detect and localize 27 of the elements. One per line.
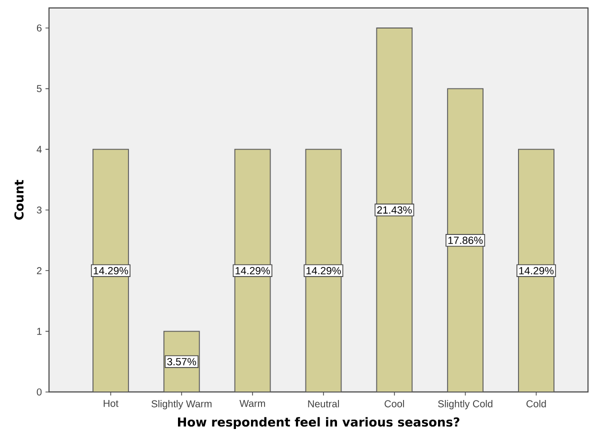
bar (305, 148, 342, 392)
x-tick-label: Hot (104, 400, 118, 407)
y-tick-label: 4 (36, 146, 42, 153)
annotation: 3.57% (167, 358, 196, 366)
x-tick-label: Neutral (308, 400, 339, 408)
bar (376, 28, 413, 392)
annotation: 21.43% (377, 206, 412, 214)
y-tick-label: 5 (36, 85, 42, 92)
x-tick-label: Cool (384, 400, 404, 408)
x-tick-label: Slightly Cold (438, 400, 492, 410)
annotation: 17.86% (448, 236, 483, 244)
y-tick-label: 3 (36, 206, 42, 214)
y-tick-label: 1 (37, 328, 42, 335)
annotation: 14.29% (94, 266, 128, 274)
bar (518, 148, 554, 392)
y-tick-label: 0 (36, 388, 42, 396)
y-tick-label: 2 (36, 267, 42, 274)
annotation: 14.29% (306, 266, 341, 274)
annotation: 14.29% (236, 266, 270, 274)
x-tick-label: Cold (526, 400, 546, 408)
y-axis-title: Count (14, 180, 24, 220)
x-axis-title: How respondent feel in various seasons? (178, 417, 460, 429)
annotation: 14.29% (519, 266, 554, 274)
y-tick-label: 6 (36, 24, 42, 32)
x-tick-label: Slightly Warm (152, 400, 212, 410)
bar (234, 148, 271, 392)
x-tick-label: Warm (240, 400, 265, 407)
